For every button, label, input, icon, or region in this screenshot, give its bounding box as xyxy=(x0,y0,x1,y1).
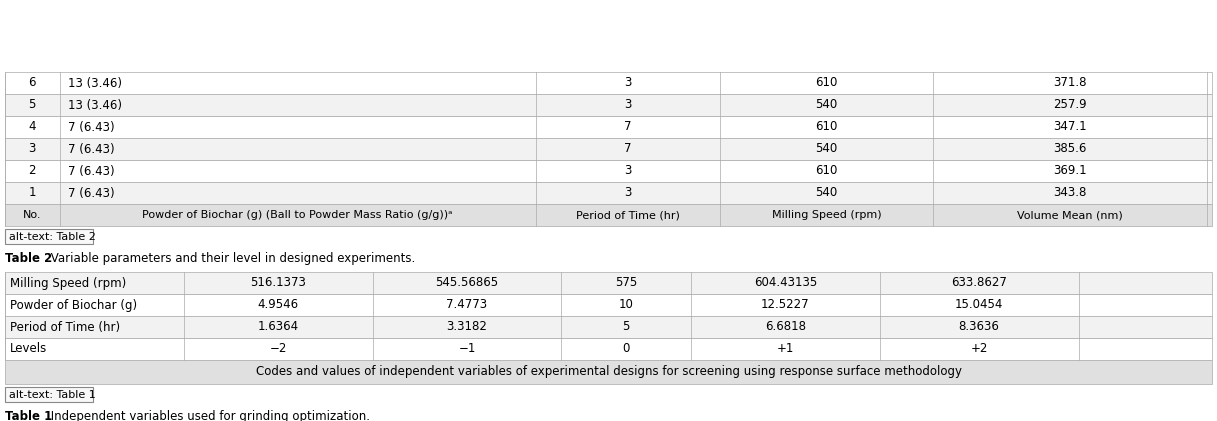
Text: 575: 575 xyxy=(615,277,638,290)
Text: 371.8: 371.8 xyxy=(1054,77,1087,90)
Text: Period of Time (hr): Period of Time (hr) xyxy=(10,320,120,333)
Text: Variable parameters and their level in designed experiments.: Variable parameters and their level in d… xyxy=(47,252,415,265)
Text: 1: 1 xyxy=(28,187,37,200)
Text: alt-text: Table 1: alt-text: Table 1 xyxy=(9,389,96,400)
Text: 633.8627: 633.8627 xyxy=(952,277,1008,290)
Text: 13 (3.46): 13 (3.46) xyxy=(68,99,122,112)
Text: 2: 2 xyxy=(28,165,37,178)
Text: 604.43135: 604.43135 xyxy=(753,277,817,290)
Text: 5: 5 xyxy=(28,99,37,112)
Text: 3: 3 xyxy=(624,187,632,200)
Text: Table 1: Table 1 xyxy=(5,410,52,421)
Text: alt-text: Table 2: alt-text: Table 2 xyxy=(9,232,96,242)
Text: 7 (6.43): 7 (6.43) xyxy=(68,142,114,155)
Text: 1.6364: 1.6364 xyxy=(258,320,298,333)
Text: 610: 610 xyxy=(815,120,837,133)
Text: 610: 610 xyxy=(815,165,837,178)
Text: 12.5227: 12.5227 xyxy=(761,298,809,312)
Bar xyxy=(5,316,1212,338)
Bar xyxy=(5,182,1212,204)
Text: Table 2: Table 2 xyxy=(5,252,52,265)
Text: 3.3182: 3.3182 xyxy=(447,320,488,333)
Text: 10: 10 xyxy=(618,298,634,312)
Text: Levels: Levels xyxy=(10,343,47,355)
Text: 3: 3 xyxy=(624,99,632,112)
Text: Volume Mean (nm): Volume Mean (nm) xyxy=(1017,210,1123,220)
Bar xyxy=(5,387,92,402)
Text: 540: 540 xyxy=(815,99,837,112)
Text: 3: 3 xyxy=(624,77,632,90)
Text: Milling Speed (rpm): Milling Speed (rpm) xyxy=(772,210,881,220)
Text: 540: 540 xyxy=(815,142,837,155)
Text: 257.9: 257.9 xyxy=(1054,99,1087,112)
Text: +2: +2 xyxy=(970,343,988,355)
Bar xyxy=(5,72,1212,94)
Text: −2: −2 xyxy=(269,343,287,355)
Bar xyxy=(5,204,1212,226)
Text: 343.8: 343.8 xyxy=(1054,187,1087,200)
Bar xyxy=(5,360,1212,384)
Bar xyxy=(5,138,1212,160)
Text: 347.1: 347.1 xyxy=(1054,120,1087,133)
Text: 8.3636: 8.3636 xyxy=(959,320,999,333)
Bar xyxy=(5,116,1212,138)
Text: 6: 6 xyxy=(28,77,37,90)
Text: 7.4773: 7.4773 xyxy=(447,298,488,312)
Text: 15.0454: 15.0454 xyxy=(955,298,1003,312)
Text: 3: 3 xyxy=(624,165,632,178)
Text: Period of Time (hr): Period of Time (hr) xyxy=(576,210,679,220)
Text: 540: 540 xyxy=(815,187,837,200)
Text: 610: 610 xyxy=(815,77,837,90)
Text: Powder of Biochar (g) (Ball to Powder Mass Ratio (g/g))ᵃ: Powder of Biochar (g) (Ball to Powder Ma… xyxy=(142,210,453,220)
Bar xyxy=(5,160,1212,182)
Bar xyxy=(5,272,1212,294)
Text: No.: No. xyxy=(23,210,41,220)
Text: 6.6818: 6.6818 xyxy=(764,320,806,333)
Text: 7 (6.43): 7 (6.43) xyxy=(68,165,114,178)
Text: 369.1: 369.1 xyxy=(1054,165,1087,178)
Text: 7: 7 xyxy=(624,142,632,155)
Text: Milling Speed (rpm): Milling Speed (rpm) xyxy=(10,277,127,290)
Bar xyxy=(5,229,92,244)
Text: 0: 0 xyxy=(622,343,630,355)
Text: Independent variables used for grinding optimization.: Independent variables used for grinding … xyxy=(47,410,370,421)
Text: 7 (6.43): 7 (6.43) xyxy=(68,120,114,133)
Text: 4: 4 xyxy=(28,120,37,133)
Text: 516.1373: 516.1373 xyxy=(251,277,305,290)
Text: 4.9546: 4.9546 xyxy=(258,298,298,312)
Text: Powder of Biochar (g): Powder of Biochar (g) xyxy=(10,298,138,312)
Text: 7: 7 xyxy=(624,120,632,133)
Text: 545.56865: 545.56865 xyxy=(436,277,499,290)
Bar xyxy=(5,338,1212,360)
Text: 385.6: 385.6 xyxy=(1054,142,1087,155)
Bar xyxy=(5,294,1212,316)
Text: Codes and values of independent variables of experimental designs for screening : Codes and values of independent variable… xyxy=(256,365,961,378)
Text: 7 (6.43): 7 (6.43) xyxy=(68,187,114,200)
Text: 13 (3.46): 13 (3.46) xyxy=(68,77,122,90)
Text: −1: −1 xyxy=(459,343,476,355)
Text: 3: 3 xyxy=(28,142,37,155)
Text: 5: 5 xyxy=(622,320,630,333)
Bar xyxy=(5,94,1212,116)
Text: +1: +1 xyxy=(776,343,793,355)
